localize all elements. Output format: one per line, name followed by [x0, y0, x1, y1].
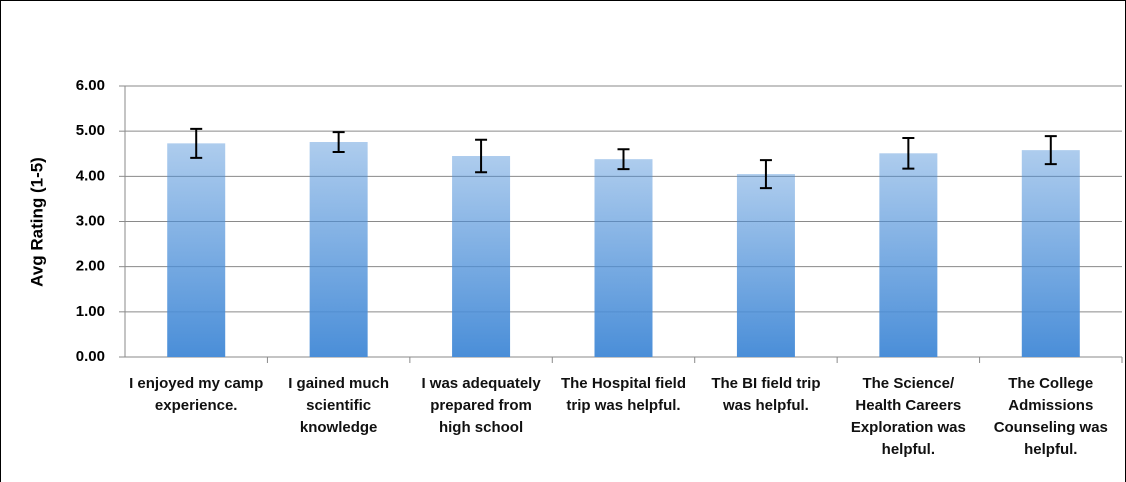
y-tick-label: 3.00	[76, 212, 105, 229]
bar	[594, 159, 653, 357]
y-tick-label: 2.00	[76, 258, 105, 275]
x-tick-label: The Hospital field trip was helpful.	[560, 375, 686, 414]
error-bar	[617, 148, 630, 171]
x-tick-label: I was adequately prepared from high scho…	[421, 375, 541, 436]
error-bar	[190, 127, 203, 159]
y-tick-label: 6.00	[76, 77, 105, 94]
bar	[1021, 150, 1080, 357]
error-bar	[475, 138, 488, 174]
error-bar	[759, 159, 772, 190]
error-bar	[902, 136, 915, 170]
y-tick-label: 1.00	[76, 303, 105, 320]
bar	[736, 174, 795, 357]
y-tick-label: 4.00	[76, 167, 105, 184]
y-tick-label: 5.00	[76, 122, 105, 139]
y-tick-label: 0.00	[76, 348, 105, 365]
bar	[452, 156, 511, 357]
x-tick-label: The BI field trip was helpful.	[711, 375, 821, 414]
x-tick-label: The College Admissions Counseling was he…	[993, 375, 1108, 458]
bar	[167, 143, 226, 357]
x-tick-label: I gained much scientific knowledge	[288, 375, 390, 436]
bar	[879, 153, 938, 357]
x-tick-label: I enjoyed my camp experience.	[129, 375, 264, 414]
bar	[309, 142, 368, 357]
y-axis-title: Avg Rating (1-5)	[27, 157, 46, 287]
x-tick-label: The Science/ Health Careers Exploration …	[850, 375, 966, 458]
error-bar	[332, 131, 345, 153]
error-bar	[1044, 135, 1057, 166]
